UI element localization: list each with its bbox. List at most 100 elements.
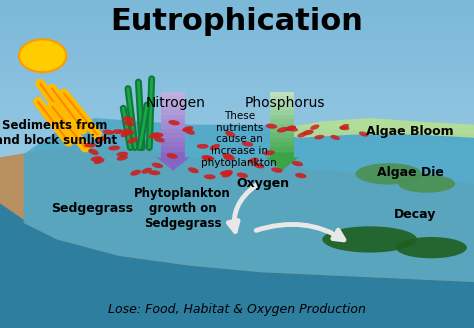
Bar <box>270 133 294 138</box>
Bar <box>0 22 474 27</box>
Ellipse shape <box>248 157 258 164</box>
Polygon shape <box>0 144 474 328</box>
FancyArrow shape <box>265 153 299 171</box>
Text: Oxygen: Oxygen <box>237 177 290 190</box>
Bar <box>270 138 294 142</box>
Ellipse shape <box>314 135 324 139</box>
Ellipse shape <box>297 132 307 137</box>
Bar <box>270 101 294 106</box>
Text: These
nutrients
cause an
increase in
phytoplankton: These nutrients cause an increase in phy… <box>201 111 277 168</box>
Ellipse shape <box>292 161 303 166</box>
Bar <box>0 60 474 66</box>
Bar <box>0 55 474 60</box>
Ellipse shape <box>339 126 349 130</box>
Bar <box>270 124 294 129</box>
Bar <box>0 224 474 230</box>
Text: Algae Die: Algae Die <box>376 166 444 179</box>
Bar <box>0 312 474 317</box>
Bar <box>161 92 185 96</box>
Bar <box>161 110 185 115</box>
Bar <box>0 208 474 213</box>
Ellipse shape <box>152 163 163 168</box>
FancyArrow shape <box>156 153 190 171</box>
Bar <box>0 104 474 109</box>
Ellipse shape <box>152 133 164 137</box>
Bar <box>0 175 474 180</box>
Bar <box>270 152 294 156</box>
Bar <box>0 284 474 290</box>
Ellipse shape <box>123 121 135 126</box>
Bar <box>0 290 474 295</box>
Bar <box>161 101 185 106</box>
Bar <box>270 142 294 147</box>
Bar <box>0 295 474 301</box>
Bar <box>161 96 185 101</box>
Ellipse shape <box>201 155 213 160</box>
Bar <box>0 126 474 131</box>
Bar <box>0 98 474 104</box>
Bar <box>161 152 185 156</box>
Ellipse shape <box>221 170 233 175</box>
Bar <box>0 257 474 262</box>
Bar <box>0 109 474 115</box>
Ellipse shape <box>109 145 120 151</box>
Text: Lose: Food, Habitat & Oxygen Production: Lose: Food, Habitat & Oxygen Production <box>108 303 366 317</box>
Ellipse shape <box>271 167 283 173</box>
Bar <box>270 110 294 115</box>
Ellipse shape <box>322 226 417 253</box>
Ellipse shape <box>203 156 215 161</box>
Bar <box>161 115 185 119</box>
Bar <box>0 142 474 148</box>
Ellipse shape <box>149 170 161 175</box>
Ellipse shape <box>396 237 467 258</box>
Ellipse shape <box>197 144 209 149</box>
Bar <box>0 153 474 158</box>
Bar <box>0 158 474 164</box>
Ellipse shape <box>242 141 253 147</box>
Ellipse shape <box>120 131 131 137</box>
Ellipse shape <box>123 116 134 121</box>
Ellipse shape <box>356 163 422 184</box>
Ellipse shape <box>220 171 232 176</box>
Bar <box>270 106 294 110</box>
Bar <box>0 170 474 175</box>
Bar <box>0 252 474 257</box>
Bar <box>0 27 474 33</box>
Ellipse shape <box>223 155 235 160</box>
Ellipse shape <box>123 129 134 134</box>
Text: Eutrophication: Eutrophication <box>110 7 364 36</box>
Ellipse shape <box>154 137 164 142</box>
Bar <box>0 44 474 49</box>
Bar <box>0 262 474 268</box>
Bar <box>0 33 474 38</box>
Ellipse shape <box>253 163 264 168</box>
Bar <box>0 88 474 93</box>
Polygon shape <box>0 203 474 328</box>
Ellipse shape <box>130 170 141 176</box>
Bar <box>0 268 474 273</box>
Bar <box>0 306 474 312</box>
Bar <box>270 147 294 152</box>
Ellipse shape <box>96 136 106 143</box>
Ellipse shape <box>117 152 128 157</box>
Bar <box>0 76 474 82</box>
Bar <box>0 180 474 186</box>
Ellipse shape <box>330 135 340 140</box>
Ellipse shape <box>285 125 296 131</box>
Ellipse shape <box>225 131 236 137</box>
Text: Algae Bloom: Algae Bloom <box>366 125 454 138</box>
Ellipse shape <box>168 120 180 125</box>
Text: Phosphorus: Phosphorus <box>244 96 325 110</box>
Ellipse shape <box>184 129 195 135</box>
Bar <box>0 38 474 44</box>
Ellipse shape <box>277 127 288 133</box>
Ellipse shape <box>182 126 193 132</box>
Ellipse shape <box>237 173 248 178</box>
Bar <box>270 96 294 101</box>
Ellipse shape <box>295 173 307 178</box>
Ellipse shape <box>288 127 298 132</box>
Bar <box>270 92 294 96</box>
Text: Nitrogen: Nitrogen <box>146 96 205 110</box>
Bar <box>0 186 474 191</box>
Ellipse shape <box>88 149 99 155</box>
